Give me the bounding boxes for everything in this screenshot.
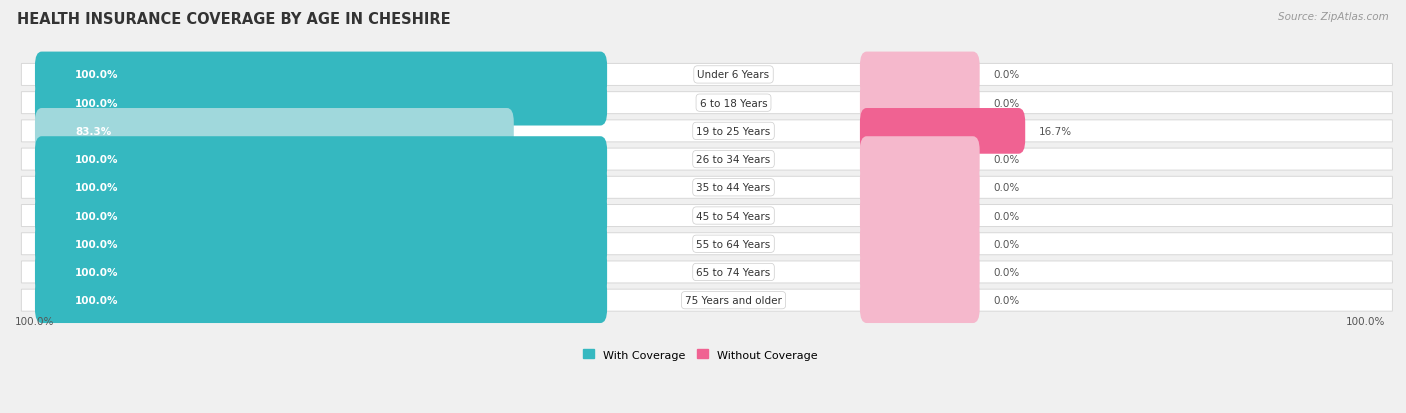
FancyBboxPatch shape <box>21 149 1392 171</box>
Text: 100.0%: 100.0% <box>75 155 118 165</box>
FancyBboxPatch shape <box>860 249 980 295</box>
FancyBboxPatch shape <box>860 109 1025 154</box>
FancyBboxPatch shape <box>860 221 980 267</box>
FancyBboxPatch shape <box>35 249 607 295</box>
Text: 65 to 74 Years: 65 to 74 Years <box>696 267 770 277</box>
FancyBboxPatch shape <box>860 137 980 183</box>
Text: 16.7%: 16.7% <box>1039 126 1071 137</box>
FancyBboxPatch shape <box>35 137 607 183</box>
FancyBboxPatch shape <box>21 93 1392 114</box>
Text: HEALTH INSURANCE COVERAGE BY AGE IN CHESHIRE: HEALTH INSURANCE COVERAGE BY AGE IN CHES… <box>17 12 450 27</box>
Text: 83.3%: 83.3% <box>75 126 111 137</box>
FancyBboxPatch shape <box>21 261 1392 283</box>
Text: 100.0%: 100.0% <box>75 183 118 193</box>
Legend: With Coverage, Without Coverage: With Coverage, Without Coverage <box>579 345 821 364</box>
FancyBboxPatch shape <box>21 177 1392 199</box>
Text: 0.0%: 0.0% <box>993 70 1019 80</box>
Text: 45 to 54 Years: 45 to 54 Years <box>696 211 770 221</box>
Text: 0.0%: 0.0% <box>993 155 1019 165</box>
Text: Under 6 Years: Under 6 Years <box>697 70 769 80</box>
Text: 100.0%: 100.0% <box>75 267 118 277</box>
FancyBboxPatch shape <box>21 233 1392 255</box>
FancyBboxPatch shape <box>35 278 607 323</box>
FancyBboxPatch shape <box>860 165 980 211</box>
Text: 0.0%: 0.0% <box>993 239 1019 249</box>
Text: 0.0%: 0.0% <box>993 98 1019 108</box>
FancyBboxPatch shape <box>21 64 1392 86</box>
Text: 0.0%: 0.0% <box>993 267 1019 277</box>
FancyBboxPatch shape <box>860 278 980 323</box>
FancyBboxPatch shape <box>860 52 980 98</box>
Text: 55 to 64 Years: 55 to 64 Years <box>696 239 770 249</box>
FancyBboxPatch shape <box>35 221 607 267</box>
FancyBboxPatch shape <box>21 205 1392 227</box>
FancyBboxPatch shape <box>860 193 980 239</box>
Text: 0.0%: 0.0% <box>993 183 1019 193</box>
FancyBboxPatch shape <box>35 165 607 211</box>
Text: 100.0%: 100.0% <box>75 211 118 221</box>
FancyBboxPatch shape <box>35 52 607 98</box>
Text: 100.0%: 100.0% <box>75 239 118 249</box>
FancyBboxPatch shape <box>21 290 1392 311</box>
Text: 0.0%: 0.0% <box>993 295 1019 306</box>
Text: 100.0%: 100.0% <box>1346 316 1385 326</box>
FancyBboxPatch shape <box>35 193 607 239</box>
Text: 35 to 44 Years: 35 to 44 Years <box>696 183 770 193</box>
FancyBboxPatch shape <box>21 121 1392 142</box>
Text: 100.0%: 100.0% <box>75 295 118 306</box>
Text: 19 to 25 Years: 19 to 25 Years <box>696 126 770 137</box>
Text: 100.0%: 100.0% <box>75 98 118 108</box>
Text: 100.0%: 100.0% <box>15 316 55 326</box>
Text: 0.0%: 0.0% <box>993 211 1019 221</box>
Text: Source: ZipAtlas.com: Source: ZipAtlas.com <box>1278 12 1389 22</box>
Text: 75 Years and older: 75 Years and older <box>685 295 782 306</box>
FancyBboxPatch shape <box>860 81 980 126</box>
Text: 100.0%: 100.0% <box>75 70 118 80</box>
FancyBboxPatch shape <box>35 81 607 126</box>
Text: 26 to 34 Years: 26 to 34 Years <box>696 155 770 165</box>
FancyBboxPatch shape <box>35 109 513 154</box>
Text: 6 to 18 Years: 6 to 18 Years <box>700 98 768 108</box>
